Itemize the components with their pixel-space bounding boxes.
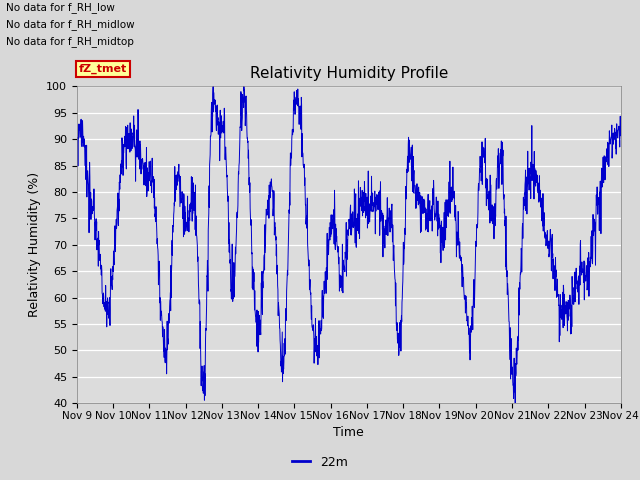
Text: fZ_tmet: fZ_tmet bbox=[79, 63, 127, 74]
Title: Relativity Humidity Profile: Relativity Humidity Profile bbox=[250, 66, 448, 81]
Text: No data for f_RH_midlow: No data for f_RH_midlow bbox=[6, 19, 135, 30]
Text: No data for f_RH_low: No data for f_RH_low bbox=[6, 2, 115, 13]
X-axis label: Time: Time bbox=[333, 426, 364, 439]
Text: No data for f_RH_midtop: No data for f_RH_midtop bbox=[6, 36, 134, 47]
Legend: 22m: 22m bbox=[287, 451, 353, 474]
Y-axis label: Relativity Humidity (%): Relativity Humidity (%) bbox=[28, 172, 40, 317]
